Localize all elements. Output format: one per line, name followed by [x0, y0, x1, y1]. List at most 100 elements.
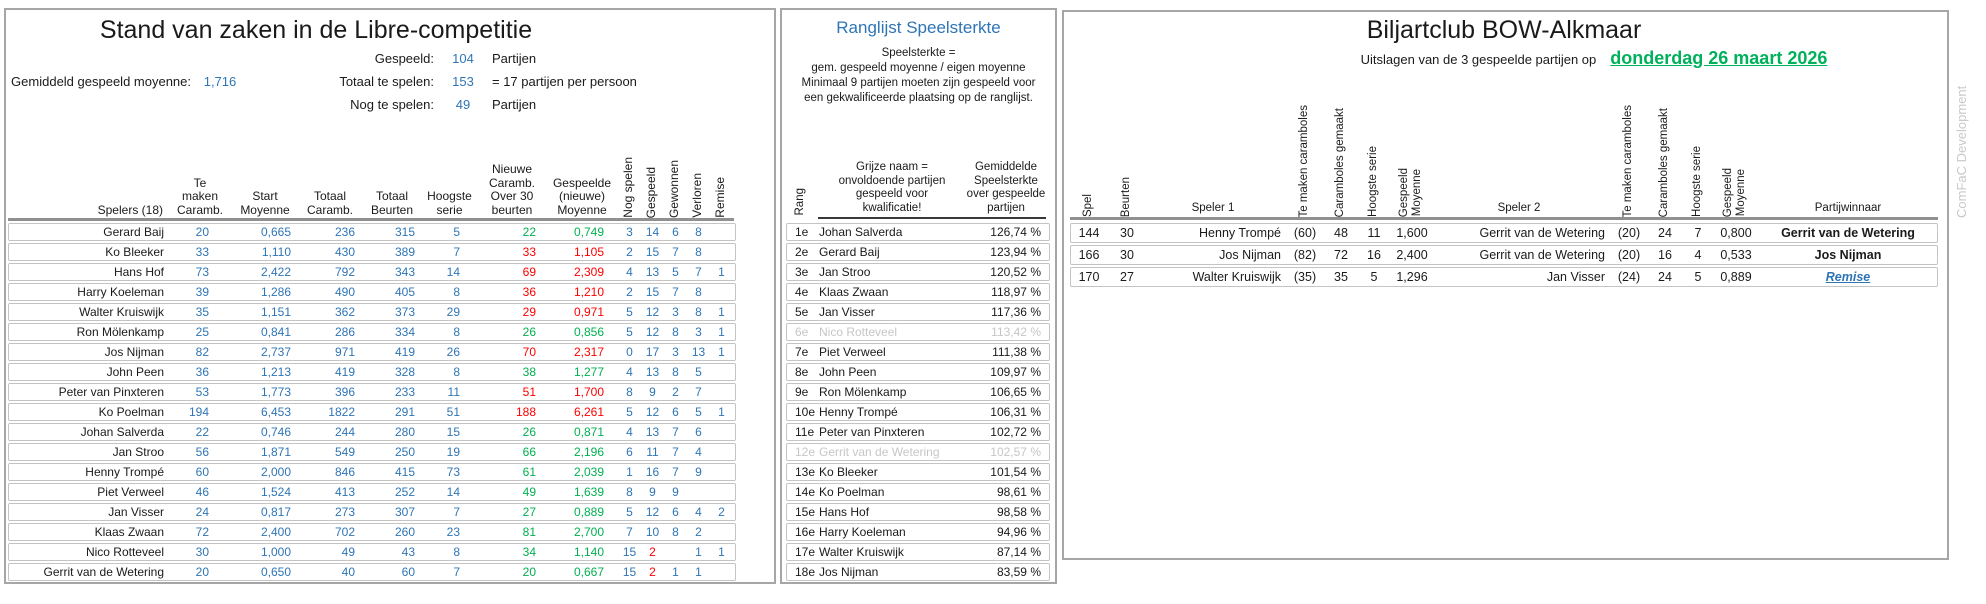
ranking-name-cell: Piet Verweel [819, 345, 886, 359]
ranking-row[interactable]: 1e Johan Salverda 126,74 % [786, 223, 1050, 241]
header-speler2: Speler 2 [1497, 202, 1541, 214]
hoogste-serie-cell: 14 [446, 485, 460, 499]
ranking-row[interactable]: 8e John Peen 109,97 % [786, 363, 1050, 381]
p2-moyenne-cell: 0,533 [1720, 248, 1752, 262]
gespeeld-cell: 13 [645, 425, 660, 439]
rank-cell: 17e [795, 545, 816, 559]
hoogste-serie-cell: 23 [446, 525, 460, 539]
game-row[interactable]: 166 30 Jos Nijman (82) 72 16 2,400 Gerri… [1070, 245, 1938, 265]
ranking-row[interactable]: 4e Klaas Zwaan 118,97 % [786, 283, 1050, 301]
te-maken-cell: 35 [195, 305, 209, 319]
ranking-row[interactable]: 11e Peter van Pinxteren 102,72 % [786, 423, 1050, 441]
player-row[interactable]: Ko Poelman 194 6,453 1822 291 51 188 6,2… [8, 403, 736, 421]
partijwinnaar-cell[interactable]: Jos Nijman [1814, 248, 1882, 262]
player-row[interactable]: Jos Nijman 82 2,737 971 419 26 70 2,317 … [8, 343, 736, 361]
ranking-row[interactable]: 14e Ko Poelman 98,61 % [786, 483, 1050, 501]
p1-gemaakt-cell: 48 [1334, 226, 1348, 240]
remise-cell: 1 [718, 405, 725, 419]
player-row[interactable]: Nico Rotteveel 30 1,000 49 43 8 34 1,140… [8, 543, 736, 561]
gespeelde-moyenne-cell: 2,317 [573, 345, 604, 359]
player-row[interactable]: Henny Trompé 60 2,000 846 415 73 61 2,03… [8, 463, 736, 481]
ranking-row[interactable]: 18e Jos Nijman 83,59 % [786, 563, 1050, 581]
totaal-caramb-cell: 490 [334, 285, 355, 299]
player-row[interactable]: John Peen 36 1,213 419 328 8 38 1,277 4 … [8, 363, 736, 381]
start-moyenne-cell: 0,746 [260, 425, 291, 439]
player-row[interactable]: Piet Verweel 46 1,524 413 252 14 49 1,63… [8, 483, 736, 501]
game-row[interactable]: 170 27 Walter Kruiswijk (35) 35 5 1,296 … [1070, 267, 1938, 287]
gewonnen-cell: 2 [672, 385, 679, 399]
hoogste-serie-cell: 11 [447, 385, 460, 399]
totaal-caramb-cell: 1822 [328, 405, 355, 419]
results-date-link[interactable]: donderdag 26 maart 2026 [1610, 48, 1828, 68]
ranking-row[interactable]: 9e Ron Mölenkamp 106,65 % [786, 383, 1050, 401]
ranking-row[interactable]: 3e Jan Stroo 120,52 % [786, 263, 1050, 281]
start-moyenne-cell: 2,737 [260, 345, 291, 359]
partijwinnaar-cell[interactable]: Remise [1825, 270, 1871, 284]
totaal-caramb-cell: 792 [334, 265, 355, 279]
partijwinnaar-cell[interactable]: Gerrit van de Wetering [1781, 226, 1915, 240]
player-row[interactable]: Harry Koeleman 39 1,286 490 405 8 36 1,2… [8, 283, 736, 301]
nog-spelen-cell: 7 [626, 525, 633, 539]
rank-cell: 4e [795, 285, 809, 299]
p2-hoogste-serie-cell: 5 [1694, 270, 1702, 284]
player-row[interactable]: Ko Bleeker 33 1,110 430 389 7 33 1,105 2… [8, 243, 736, 261]
gespeeld-cell: 12 [645, 325, 660, 339]
rank-cell: 11e [795, 425, 815, 439]
remise-cell [710, 524, 733, 540]
player-row[interactable]: Gerard Baij 20 0,665 236 315 5 22 0,749 … [8, 223, 736, 241]
gespeeld-cell: 12 [645, 505, 660, 519]
ranking-row[interactable]: 13e Ko Bleeker 101,54 % [786, 463, 1050, 481]
ranking-row[interactable]: 2e Gerard Baij 123,94 % [786, 243, 1050, 261]
header-speler1: Speler 1 [1191, 202, 1235, 214]
start-moyenne-cell: 1,286 [260, 285, 291, 299]
ranking-row[interactable]: 17e Walter Kruiswijk 87,14 % [786, 543, 1050, 561]
ranking-name-cell: Gerrit van de Wetering [819, 445, 940, 459]
header-start-moyenne: Start Moyenne [240, 189, 290, 217]
stat-gespeeld-label: Gespeeld: [374, 51, 434, 66]
ranking-row[interactable]: 15e Hans Hof 98,58 % [786, 503, 1050, 521]
player-row[interactable]: Peter van Pinxteren 53 1,773 396 233 11 … [8, 383, 736, 401]
remise-cell [710, 244, 733, 260]
player-row[interactable]: Klaas Zwaan 72 2,400 702 260 23 81 2,700… [8, 523, 736, 541]
gespeeld-cell: 17 [645, 345, 660, 359]
te-maken-cell: 22 [195, 425, 209, 439]
verloren-cell: 8 [695, 285, 702, 299]
player-name-cell: Henny Trompé [85, 465, 164, 479]
ranking-row[interactable]: 12e Gerrit van de Wetering 102,57 % [786, 443, 1050, 461]
p1-gemaakt-cell: 72 [1334, 248, 1348, 262]
ranking-name-cell: Hans Hof [819, 505, 870, 519]
spel-cell: 170 [1078, 270, 1100, 284]
ranking-row[interactable]: 5e Jan Visser 117,36 % [786, 303, 1050, 321]
ranking-row[interactable]: 7e Piet Verweel 111,38 % [786, 343, 1050, 361]
gespeeld-cell: 2 [649, 565, 656, 579]
game-row[interactable]: 144 30 Henny Trompé (60) 48 11 1,600 Ger… [1070, 223, 1938, 243]
player-row[interactable]: Jan Stroo 56 1,871 549 250 19 66 2,196 6… [8, 443, 736, 461]
ranking-name-cell: Ron Mölenkamp [819, 385, 907, 399]
nog-spelen-cell: 3 [626, 225, 633, 239]
player-row[interactable]: Walter Kruiswijk 35 1,151 362 373 29 29 … [8, 303, 736, 321]
gespeelde-moyenne-cell: 0,667 [573, 565, 604, 579]
gespeelde-moyenne-cell: 1,210 [573, 285, 604, 299]
player-row[interactable]: Ron Mölenkamp 25 0,841 286 334 8 26 0,85… [8, 323, 736, 341]
gespeelde-moyenne-cell: 2,309 [573, 265, 604, 279]
ranking-row[interactable]: 10e Henny Trompé 106,31 % [786, 403, 1050, 421]
stat-moyenne: Gemiddeld gespeeld moyenne: 1,716 [6, 73, 249, 90]
ranking-percent-cell: 83,59 % [996, 565, 1041, 579]
header-spel: Spel [1081, 193, 1094, 217]
player-row[interactable]: Jan Visser 24 0,817 273 307 7 27 0,889 5… [8, 503, 736, 521]
ranking-row[interactable]: 6e Nico Rotteveel 113,42 % [786, 323, 1050, 341]
ranking-panel: Ranglijst Speelsterkte Speelsterkte = ge… [780, 8, 1057, 584]
player-name-cell: Nico Rotteveel [85, 545, 164, 559]
ranking-percent-cell: 98,61 % [996, 485, 1041, 499]
totaal-caramb-cell: 40 [341, 565, 355, 579]
nieuwe-caramb-cell: 66 [522, 445, 536, 459]
totaal-caramb-cell: 244 [334, 425, 355, 439]
ranking-row[interactable]: 16e Harry Koeleman 94,96 % [786, 523, 1050, 541]
verloren-cell: 4 [695, 505, 702, 519]
header-p1-caramboles-gemaakt: Caramboles gemaakt [1333, 107, 1346, 217]
player-row[interactable]: Gerrit van de Wetering 20 0,650 40 60 7 … [8, 563, 736, 581]
player-row[interactable]: Johan Salverda 22 0,746 244 280 15 26 0,… [8, 423, 736, 441]
verloren-cell: 7 [695, 265, 702, 279]
ranking-percent-cell: 102,72 % [990, 425, 1041, 439]
player-row[interactable]: Hans Hof 73 2,422 792 343 14 69 2,309 4 … [8, 263, 736, 281]
